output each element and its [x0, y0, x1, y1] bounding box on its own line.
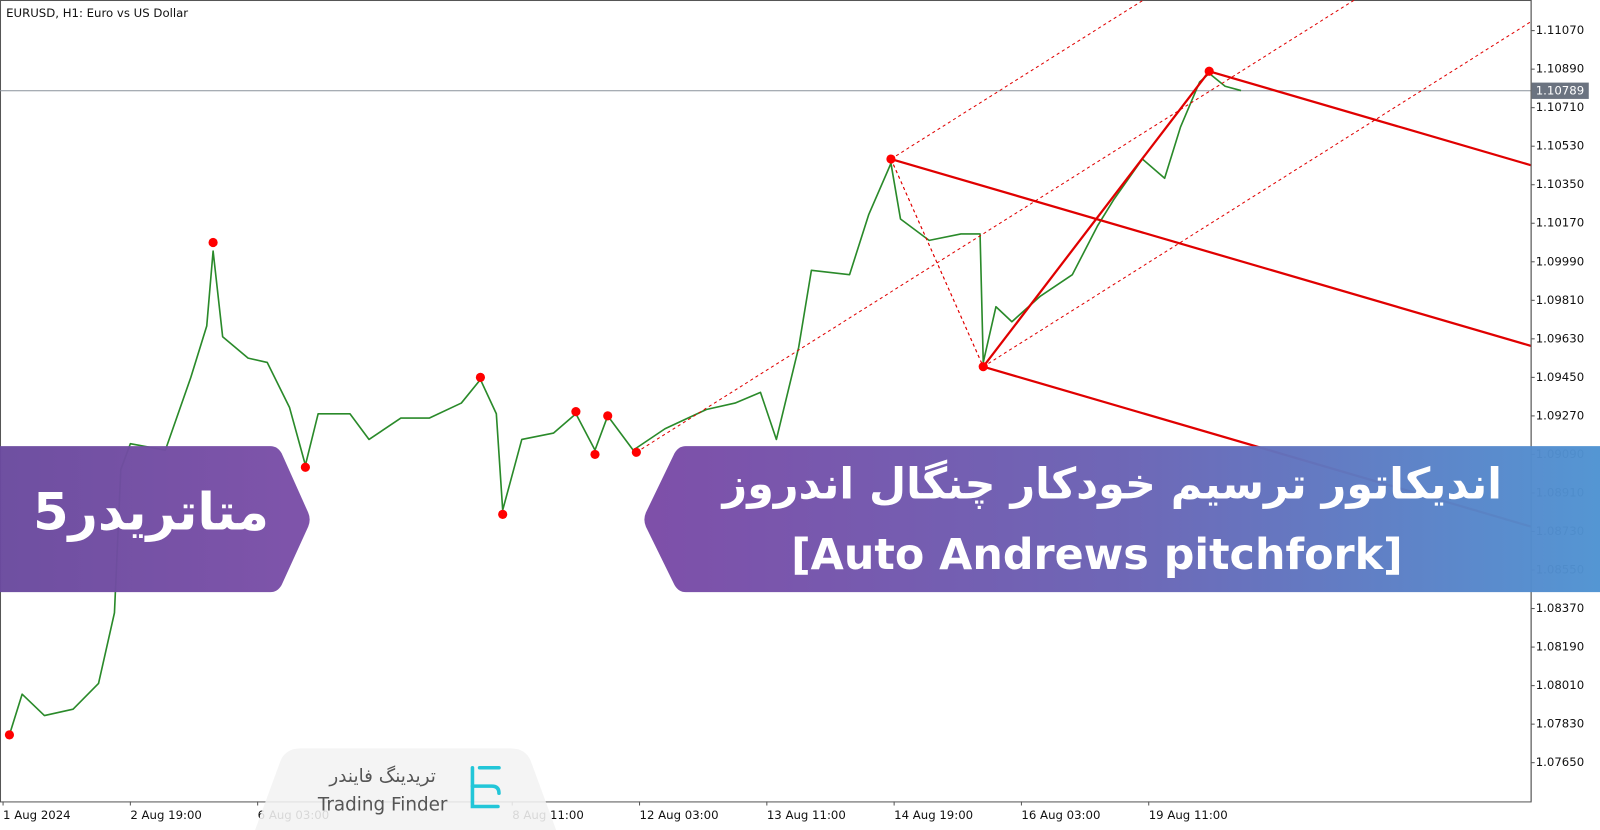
y-tick-label: 1.09450 [1536, 370, 1584, 384]
current-price-label: 1.10789 [1536, 83, 1584, 97]
pitchfork-handle [982, 70, 1211, 368]
y-tick-label: 1.07830 [1536, 717, 1584, 731]
plot-area [0, 0, 1532, 803]
pivot-point [886, 154, 896, 164]
x-tick-label: 19 Aug 11:00 [1149, 808, 1228, 822]
x-tick-label: 13 Aug 11:00 [767, 808, 846, 822]
pivot-point [300, 462, 310, 472]
y-tick-label: 1.08190 [1536, 640, 1584, 654]
pivot-point [475, 372, 486, 382]
logo-english: Trading Finder [317, 794, 448, 815]
pivot-point [4, 730, 15, 740]
pivot-point [208, 237, 218, 248]
y-tick-label: 1.09990 [1536, 254, 1584, 268]
logo-plate [255, 748, 557, 830]
y-tick-label: 1.08010 [1536, 678, 1584, 692]
x-tick-label: 12 Aug 03:00 [640, 808, 719, 822]
y-tick-label: 1.09630 [1536, 331, 1584, 345]
pitchfork-median [890, 157, 1531, 347]
left-banner [0, 446, 310, 593]
pitchfork-handle [890, 158, 984, 367]
right-banner-subtitle: [Auto Andrews pitchfork] [791, 530, 1403, 580]
pitchfork-tine [1208, 70, 1531, 167]
pivot-point [498, 509, 508, 519]
pitchfork-median [636, 0, 1356, 453]
pivot-point [571, 407, 581, 417]
x-tick-label: 1 Aug 2024 [3, 808, 71, 822]
pitchfork-tine [982, 21, 1531, 368]
right-banner [644, 446, 1600, 593]
y-tick-label: 1.09810 [1536, 293, 1584, 307]
x-tick-label: 14 Aug 19:00 [894, 808, 973, 822]
pivot-point [978, 362, 988, 372]
y-tick-label: 1.10710 [1536, 100, 1584, 114]
logo-persian: تریدینگ فایندر [328, 765, 435, 787]
y-tick-label: 1.08370 [1536, 601, 1584, 615]
y-tick-label: 1.10350 [1536, 177, 1584, 191]
current-price-box [1531, 82, 1589, 99]
logo-icon [470, 765, 501, 809]
right-banner-title: اندیکاتور ترسیم خودکار چنگال اندروز [721, 459, 1502, 509]
pivot-point [631, 447, 641, 457]
y-tick-label: 1.09270 [1536, 408, 1584, 422]
x-tick-label: 16 Aug 03:00 [1021, 808, 1100, 822]
pivot-point [590, 449, 600, 460]
y-tick-label: 1.10890 [1536, 62, 1584, 76]
left-banner-text: متاتریدر5 [33, 484, 269, 543]
pivot-point [603, 411, 613, 421]
chart-header: EURUSD, H1: Euro vs US Dollar [6, 6, 188, 20]
y-tick-label: 1.10530 [1536, 139, 1584, 153]
price-line [8, 72, 1242, 736]
y-tick-label: 1.10170 [1536, 216, 1584, 230]
y-tick-label: 1.11070 [1536, 23, 1584, 37]
plot [0, 0, 1531, 740]
x-tick-label: 2 Aug 19:00 [130, 808, 202, 822]
y-tick-label: 1.07650 [1536, 755, 1584, 769]
pivot-point [1204, 66, 1214, 76]
